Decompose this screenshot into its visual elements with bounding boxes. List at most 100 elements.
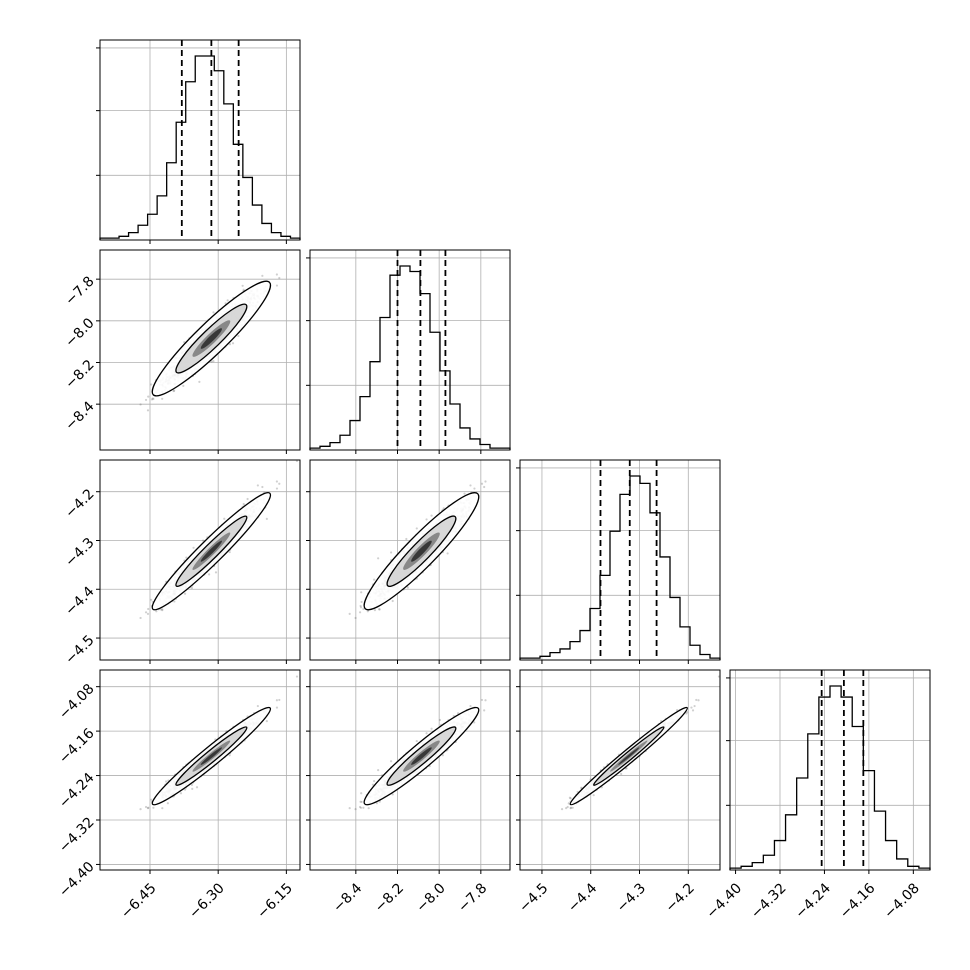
sample-point [256,704,259,708]
sample-point [150,798,153,801]
panel-3-3 [726,669,931,874]
sample-point [152,397,155,401]
sample-point [275,699,278,702]
density-layer [348,460,518,620]
sample-point [161,397,164,400]
sample-point [151,397,154,400]
sample-point [241,284,244,287]
sample-point [228,343,232,346]
sample-point [242,288,245,291]
sample-point [228,550,231,554]
sample-point [275,284,279,287]
sample-point [150,598,153,601]
panel-frame [519,459,721,661]
sample-point [146,807,150,810]
sample-point [295,675,299,678]
sample-point [161,807,164,810]
sample-point [463,492,466,495]
panel-frame [309,249,511,451]
sample-point [278,276,281,280]
panel-frame [99,249,301,451]
sample-point [516,460,518,462]
density-contour [200,747,222,765]
histogram-step [309,265,511,450]
sample-point [144,805,148,809]
sample-point [378,608,381,611]
sample-point [191,787,194,790]
sample-point [155,610,158,613]
sample-point [256,484,259,487]
sample-point [237,334,240,338]
sample-point [469,484,472,487]
sample-point [265,720,268,723]
sample-point [265,517,268,520]
sample-point [183,788,187,791]
sample-point [212,311,215,314]
sample-point [348,612,351,615]
sample-point [147,395,150,398]
sample-point [360,600,363,604]
sample-point [296,242,298,244]
sample-point [192,546,195,549]
sample-point [480,482,484,485]
sample-point [358,611,362,614]
density-contour [200,540,223,562]
panel-1-1 [306,249,511,454]
sample-point [391,599,394,603]
sample-point [261,485,264,489]
sample-point [173,600,176,603]
sample-point [150,383,153,386]
sample-point [275,487,279,490]
sample-point [223,517,226,520]
sample-point [183,592,187,595]
sample-point [373,608,377,612]
sample-point [377,557,380,560]
sample-point [146,409,150,412]
sample-point [146,612,150,615]
sample-point [389,551,393,554]
histogram-step [519,475,721,660]
sample-point [275,706,279,709]
panel-2-2 [516,459,721,664]
sample-point [295,460,299,463]
sample-point [183,340,186,344]
panel-frame [309,459,511,661]
panel-0-0 [96,39,301,244]
sample-point [179,792,183,795]
density-layer [139,675,299,811]
panel-frame [99,459,301,661]
sample-point [246,497,249,501]
panel-3-1 [306,669,511,874]
sample-point [173,389,176,392]
panel-frame [99,39,301,241]
sample-point [483,485,486,489]
density-contour [200,328,222,349]
sample-point [359,606,363,609]
sample-point [208,573,211,576]
sample-point [161,608,164,612]
sample-point [228,754,231,757]
sample-point [161,608,164,611]
sample-point [278,698,281,702]
sample-point [231,342,235,345]
sample-point [359,604,362,608]
panel-frame [99,669,301,871]
sample-point [139,403,142,406]
panel-3-0 [96,669,301,874]
sample-point [446,552,449,555]
sample-point [152,806,155,809]
sample-point [147,806,150,809]
sample-point [278,482,281,485]
sample-point [210,360,213,363]
sample-point [261,274,264,277]
density-contour [411,540,432,562]
density-layer [139,242,298,412]
sample-point [212,360,215,363]
sample-point [195,786,199,789]
sample-point [484,480,487,483]
sample-point [182,384,185,387]
sample-point [172,389,175,393]
sample-point [275,480,278,483]
panel-2-0 [96,459,301,664]
